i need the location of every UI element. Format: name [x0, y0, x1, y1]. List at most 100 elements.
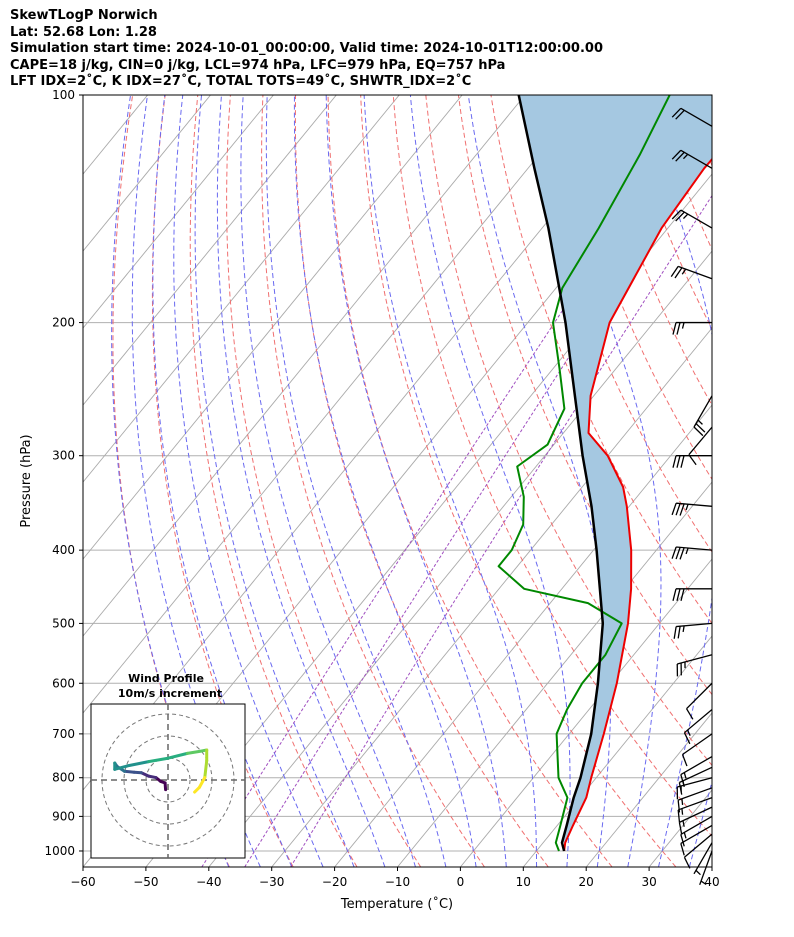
barb-flag-full	[678, 822, 683, 835]
mixing-ratio-line	[244, 137, 712, 867]
barb-flag-full	[671, 149, 682, 160]
dry-adiabat-line	[425, 95, 712, 767]
dry-adiabat-line	[777, 78, 794, 867]
barb-flag-full	[676, 588, 681, 601]
axes: −60 −50 −40 −30 −20 −10 0 10 20 30 40 100 200 300 400 5…	[44, 88, 719, 889]
dry-adiabat-line	[745, 78, 794, 867]
cape-line: CAPE=18 j/kg, CIN=0 j/kg, LCL=974 hPa, L…	[10, 57, 506, 73]
moist-adiabat-line	[111, 95, 230, 867]
parcel-trace	[517, 95, 605, 852]
barb-shaft	[677, 787, 713, 801]
barb-flag-half	[682, 153, 689, 160]
x-tick-label: −40	[196, 875, 221, 889]
moist-adiabat-line	[173, 95, 324, 867]
barb-flag-full	[674, 267, 683, 279]
location-line: Lat: 52.68 Lon: 1.28	[10, 24, 157, 40]
hodograph-inset	[90, 703, 246, 859]
barb-shaft	[680, 107, 713, 127]
x-tick-label: −50	[133, 875, 158, 889]
wind-barb	[673, 622, 713, 639]
y-tick-label: 500	[52, 616, 75, 630]
barb-flag-half	[682, 625, 685, 633]
hodograph-plot	[91, 704, 245, 858]
barb-shaft	[676, 546, 713, 551]
barb-flag-full	[685, 708, 694, 720]
moist-adiabat-line	[194, 95, 355, 867]
moist-adiabat-line	[363, 95, 538, 867]
barb-flag-full	[676, 322, 681, 335]
dry-adiabat-line	[294, 95, 549, 867]
barb-shaft	[684, 709, 713, 734]
barb-shaft	[677, 797, 713, 811]
barb-flag-full	[673, 626, 677, 639]
barb-flag-full	[679, 503, 685, 516]
barb-flag-full	[672, 455, 677, 468]
barb-shaft	[680, 815, 713, 835]
x-tick-label: −10	[385, 875, 410, 889]
barb-flag-full	[680, 588, 685, 601]
hodograph-title: Wind Profile	[128, 672, 204, 685]
isotherm-line	[83, 95, 400, 483]
isotherm-line	[83, 95, 463, 560]
moist-adiabat-line	[409, 95, 571, 867]
x-tick-label: −20	[322, 875, 347, 889]
wind-barb	[683, 833, 713, 869]
barb-flag-full	[670, 266, 679, 278]
x-tick-label: 30	[641, 875, 656, 889]
barb-shaft	[680, 824, 713, 844]
barb-flag-full	[695, 423, 706, 433]
hodograph-segment	[166, 751, 189, 760]
moist-adiabat-line	[131, 95, 261, 867]
moist-adiabat-line	[293, 95, 477, 867]
isotherm-line	[775, 78, 794, 867]
dry-adiabat-line	[327, 95, 613, 867]
wind-barb	[670, 265, 713, 280]
temperature-trace	[563, 157, 712, 852]
barb-flag-full	[683, 856, 691, 869]
wind-barb	[672, 455, 712, 468]
mixing-ratio-line	[201, 110, 696, 867]
hodograph-segment	[197, 776, 207, 789]
y-tick-label: 600	[52, 676, 75, 690]
hodograph-segment	[147, 756, 170, 764]
moist-adiabat-line	[325, 95, 507, 867]
barb-flag-half	[681, 798, 684, 805]
barb-flag-full	[676, 455, 681, 468]
barb-flag-full	[677, 800, 681, 813]
barb-flag-full	[671, 209, 682, 220]
wind-barb	[680, 755, 713, 787]
isotherm-line	[83, 95, 526, 637]
y-tick-label: 900	[52, 809, 75, 823]
dry-adiabat-line	[392, 95, 712, 837]
hodograph-segment	[203, 759, 209, 780]
wind-barbs	[670, 107, 713, 886]
cape-area	[518, 95, 712, 843]
hodograph-ring	[145, 757, 191, 803]
isotherm-line	[397, 481, 712, 867]
barb-flag-full	[675, 151, 685, 162]
wind-barb	[672, 321, 712, 335]
y-tick-label: 100	[52, 88, 75, 102]
y-tick-label: 200	[52, 316, 75, 330]
dewpoint-trace	[497, 95, 671, 852]
barb-flag-half	[695, 869, 701, 876]
y-tick-label: 700	[52, 727, 75, 741]
barb-shaft	[682, 733, 713, 756]
chart-header: SkewTLogP Norwich Lat: 52.68 Lon: 1.28 S…	[10, 8, 603, 91]
hodograph-segment	[127, 760, 151, 767]
x-tick-label: 10	[516, 875, 531, 889]
barb-shaft	[677, 777, 713, 788]
barb-shaft	[680, 755, 713, 776]
x-tick-label: −30	[259, 875, 284, 889]
dry-adiabat-line	[261, 95, 485, 867]
barb-flag-full	[675, 109, 685, 120]
barb-shaft	[679, 766, 713, 784]
barb-flag-half	[683, 832, 687, 839]
isotherm-line	[83, 95, 589, 714]
barb-flag-full	[677, 809, 681, 823]
barb-flag-half	[683, 772, 687, 779]
wind-barb	[671, 546, 713, 560]
wind-barb	[671, 209, 713, 229]
moist-adiabat-line	[152, 95, 293, 867]
